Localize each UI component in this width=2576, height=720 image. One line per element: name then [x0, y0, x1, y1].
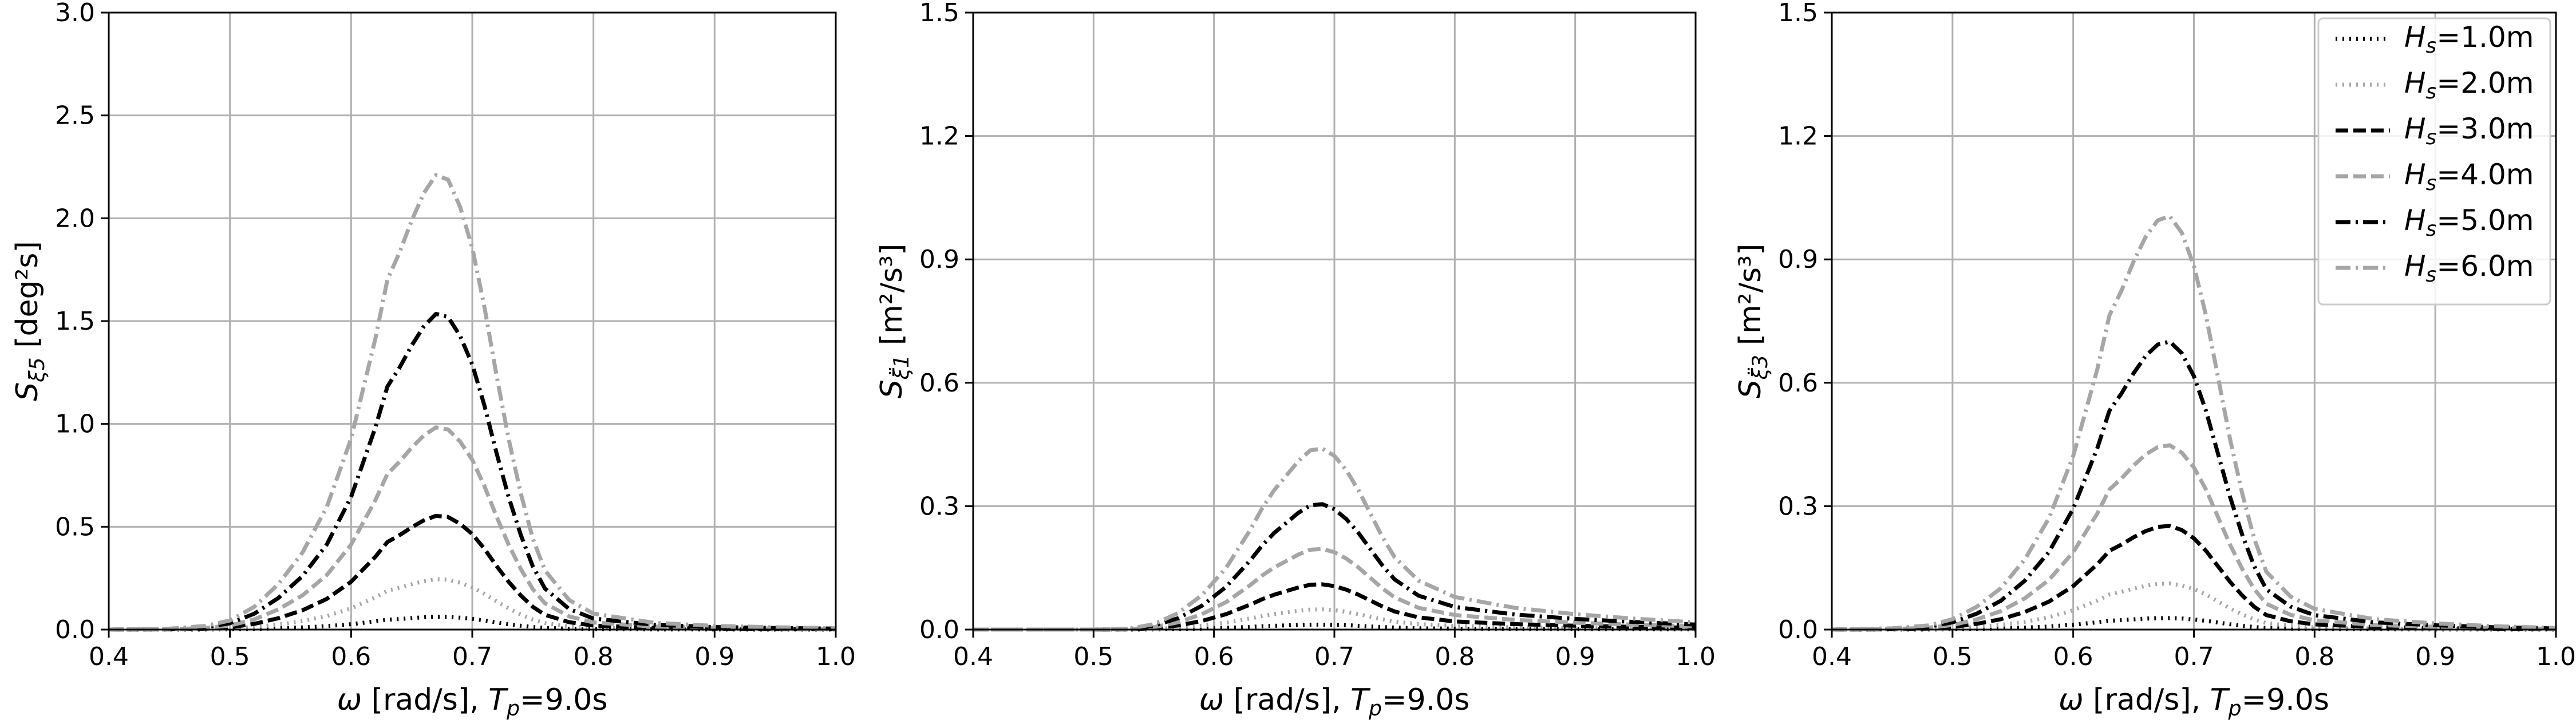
y-tick-label: 0.0 — [919, 615, 959, 644]
y-tick-label: 3.0 — [55, 0, 95, 27]
series-line-hs-5 — [973, 502, 1696, 632]
series-line-hs-2 — [1831, 581, 2557, 632]
series-line-hs-2 — [108, 577, 836, 632]
x-tick-label: 0.9 — [2415, 642, 2455, 671]
legend-label-hs-1: Hs=1.0m — [2404, 21, 2534, 58]
y-axis-title: Sξ̈1 [m²/s³] — [875, 244, 914, 399]
x-tick-label: 0.8 — [2294, 642, 2334, 671]
y-tick-label: 1.5 — [1778, 0, 1818, 27]
x-tick-label: 1.0 — [2536, 642, 2576, 671]
x-tick-label: 0.4 — [1812, 642, 1852, 671]
y-tick-label: 0.3 — [1778, 492, 1818, 521]
y-tick-label: 0.9 — [919, 245, 959, 274]
series-line-hs-3 — [973, 582, 1696, 632]
y-tick-label: 0.0 — [1778, 615, 1818, 644]
series-line-hs-1 — [109, 615, 836, 632]
x-tick-label: 0.7 — [2174, 642, 2214, 671]
y-tick-label: 1.2 — [1778, 122, 1818, 151]
y-tick-label: 1.5 — [919, 0, 959, 27]
series-line-hs-6 — [1831, 214, 2557, 632]
series-line-hs-4 — [108, 425, 836, 632]
x-tick-label: 0.7 — [1314, 642, 1354, 671]
chart-panel-2: 0.4 0.5 0.6 0.7 0.8 0.9 1.0 0.0 0.3 0.6 0.9 1.2 1.5 ω… — [875, 0, 1716, 720]
x-tick-label: 0.5 — [1933, 642, 1973, 671]
series-line-hs-3 — [1831, 524, 2557, 632]
x-tick-label: 0.8 — [1435, 642, 1475, 671]
legend-label-hs-2: Hs=2.0m — [2404, 66, 2534, 104]
legend-box — [2317, 17, 2551, 306]
x-tick-label: 0.9 — [1555, 642, 1595, 671]
y-tick-label: 0.6 — [1778, 369, 1818, 398]
y-tick-label: 0.0 — [55, 615, 95, 644]
x-tick-label: 0.5 — [210, 642, 250, 671]
legend: Hs=1.0m Hs=2.0m Hs=3.0m Hs=4.0m Hs=5.0m Hs=6.… — [2317, 17, 2551, 306]
x-axis-title: ω [rad/s], Tp=9.0s — [2059, 683, 2329, 720]
x-tick-label: 0.6 — [1194, 642, 1234, 671]
x-tick-label: 0.8 — [574, 642, 614, 671]
series-line-hs-5 — [1831, 339, 2557, 632]
series-line-hs-6 — [108, 173, 836, 632]
series-line-hs-6 — [973, 446, 1696, 632]
series-line-hs-5 — [108, 311, 836, 632]
chart-panel-1: 0.4 0.5 0.6 0.7 0.8 0.9 1.0 0.0 0.5 1.0 1.5 2.0 2.5 3… — [10, 0, 856, 720]
y-tick-label: 2.0 — [55, 204, 95, 233]
y-tick-label: 0.3 — [919, 492, 959, 521]
x-axis-title: ω [rad/s], Tp=9.0s — [1199, 683, 1470, 720]
series-line-hs-4 — [973, 547, 1696, 632]
y-tick-label: 0.5 — [55, 512, 95, 541]
chart-panel-3: 0.4 0.5 0.6 0.7 0.8 0.9 1.0 0.0 0.3 0.6 0.9 1.2 1.5 ω… — [1733, 0, 2576, 720]
y-tick-label: 1.0 — [55, 410, 95, 439]
x-tick-label: 0.6 — [331, 642, 371, 671]
x-tick-label: 0.4 — [89, 642, 129, 671]
series-line-hs-1 — [1831, 616, 2557, 632]
x-tick-label: 0.7 — [452, 642, 492, 671]
x-tick-label: 0.4 — [953, 642, 993, 671]
series-line-hs-3 — [108, 513, 836, 632]
y-tick-label: 2.5 — [55, 101, 95, 130]
y-tick-label: 1.2 — [919, 122, 959, 151]
x-axis-title: ω [rad/s], Tp=9.0s — [337, 683, 608, 720]
legend-label-hs-5: Hs=5.0m — [2404, 204, 2534, 241]
series-line-hs-4 — [1831, 443, 2557, 632]
y-axis-title: Sξ5 [deg²s] — [10, 241, 49, 401]
x-tick-label: 1.0 — [816, 642, 856, 671]
legend-label-hs-3: Hs=3.0m — [2404, 112, 2534, 149]
x-tick-label: 0.6 — [2053, 642, 2093, 671]
legend-label-hs-4: Hs=4.0m — [2404, 158, 2534, 195]
x-tick-label: 0.9 — [694, 642, 734, 671]
x-tick-label: 0.5 — [1073, 642, 1113, 671]
y-tick-label: 0.6 — [919, 369, 959, 398]
legend-label-hs-6: Hs=6.0m — [2404, 250, 2534, 287]
y-tick-label: 0.9 — [1778, 245, 1818, 274]
x-tick-label: 1.0 — [1676, 642, 1716, 671]
series-line-hs-2 — [973, 607, 1696, 632]
y-axis-title: Sξ̈3 [m²/s³] — [1733, 244, 1772, 399]
y-tick-label: 1.5 — [55, 307, 95, 336]
